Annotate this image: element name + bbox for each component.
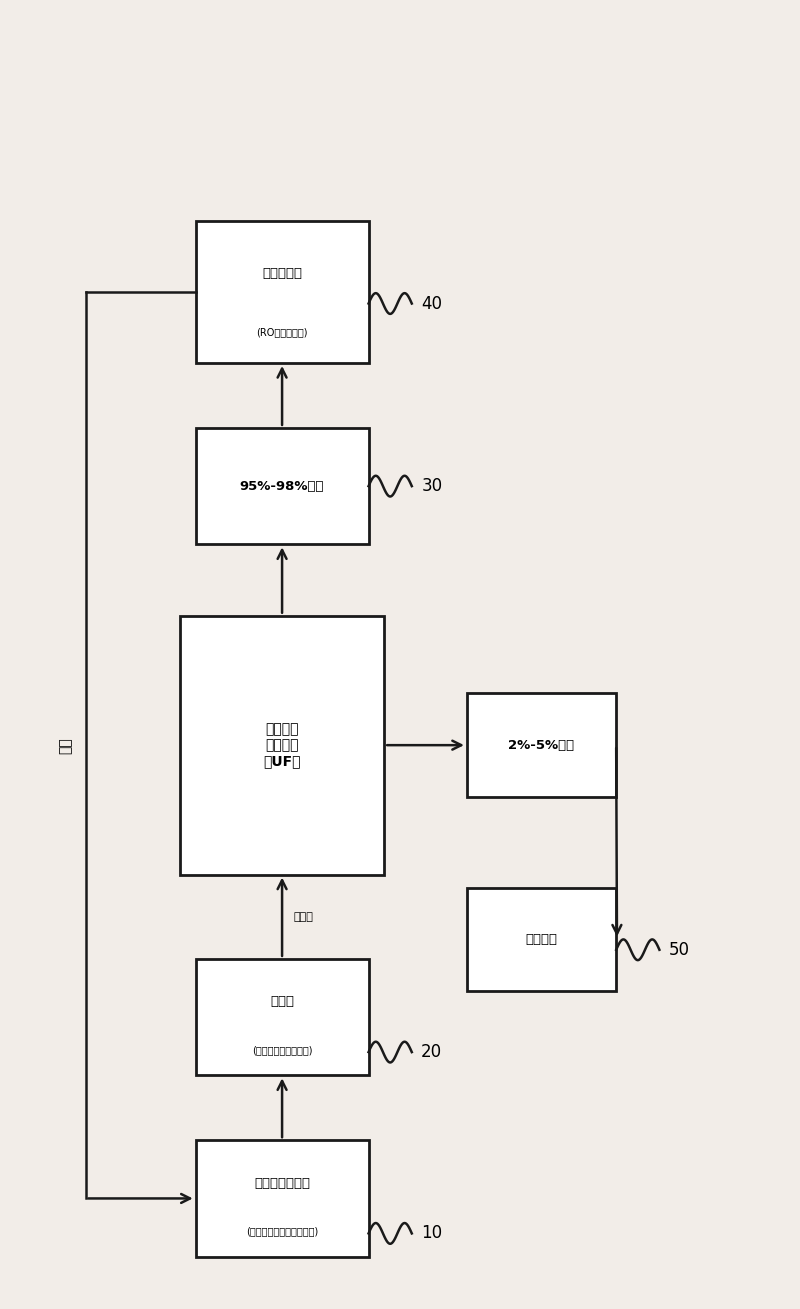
Bar bbox=[180, 615, 384, 874]
Text: 50: 50 bbox=[669, 941, 690, 958]
Text: 蜥发装置: 蜥发装置 bbox=[526, 933, 558, 946]
Text: 10: 10 bbox=[422, 1224, 442, 1242]
Bar bbox=[196, 1140, 369, 1257]
Text: 收集池: 收集池 bbox=[270, 995, 294, 1008]
Bar bbox=[196, 959, 369, 1076]
Bar bbox=[196, 428, 369, 545]
Text: (RO膜处理装置): (RO膜处理装置) bbox=[256, 327, 308, 336]
Text: 20: 20 bbox=[422, 1043, 442, 1062]
Text: 回用: 回用 bbox=[59, 737, 73, 754]
Text: 95%-98%清液: 95%-98%清液 bbox=[240, 479, 324, 492]
Text: 线路板处理设备: 线路板处理设备 bbox=[254, 1177, 310, 1190]
Bar bbox=[467, 888, 616, 991]
Bar bbox=[467, 694, 616, 797]
Text: (啦淋、电镀和印刷板处理): (啦淋、电镀和印刷板处理) bbox=[246, 1227, 318, 1236]
Bar bbox=[196, 221, 369, 363]
Text: 反渗透装置: 反渗透装置 bbox=[262, 267, 302, 280]
Text: 40: 40 bbox=[422, 295, 442, 313]
Text: 震动薄膜
超滤装置
（UF）: 震动薄膜 超滤装置 （UF） bbox=[263, 723, 301, 768]
Text: 30: 30 bbox=[422, 478, 442, 495]
Text: 进料泵: 进料泵 bbox=[294, 912, 314, 922]
Text: 2%-5%浓液: 2%-5%浓液 bbox=[509, 738, 574, 751]
Text: (啦淋废水及稀释次数): (啦淋废水及稀释次数) bbox=[252, 1045, 312, 1055]
